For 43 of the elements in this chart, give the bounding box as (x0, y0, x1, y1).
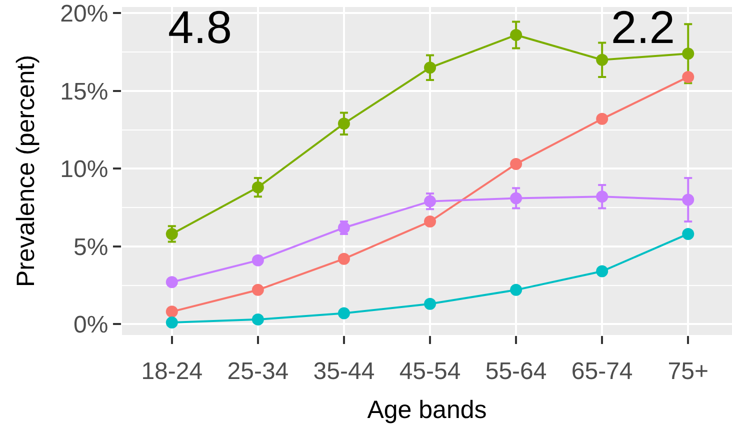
x-tick-label: 35-44 (313, 358, 375, 385)
y-tick-label: 5% (74, 234, 108, 261)
point (166, 276, 178, 288)
annotation: 4.8 (168, 1, 232, 53)
point (510, 284, 522, 296)
x-tick-label: 75+ (668, 358, 708, 385)
point (510, 158, 522, 170)
point (424, 195, 436, 208)
point (682, 194, 694, 206)
point (424, 298, 436, 310)
point (338, 307, 350, 320)
point (510, 28, 522, 41)
point (252, 254, 264, 266)
point (596, 265, 608, 278)
point (596, 112, 608, 125)
x-tick-label: 25-34 (227, 358, 289, 385)
point (682, 228, 694, 240)
point (252, 313, 264, 326)
point (424, 62, 436, 74)
y-axis-title: Prevalence (percent) (12, 54, 40, 288)
y-tick-label: 15% (60, 78, 108, 106)
x-tick-label: 65-74 (571, 358, 633, 385)
x-tick-label: 45-54 (399, 358, 461, 385)
y-tick-label: 10% (60, 156, 108, 184)
point (510, 192, 522, 204)
point (682, 70, 694, 83)
y-tick-label: 20% (60, 0, 108, 28)
point (424, 216, 436, 228)
point (338, 118, 350, 130)
point (682, 48, 694, 60)
point (596, 54, 608, 66)
point (252, 284, 264, 296)
y-tick-label: 0% (74, 312, 108, 339)
point (596, 190, 608, 203)
point (166, 306, 178, 318)
point (338, 252, 350, 265)
point (166, 316, 178, 329)
x-tick-label: 18-24 (141, 358, 203, 385)
annotation: 2.2 (611, 1, 675, 53)
x-axis-title: Age bands (367, 396, 487, 424)
point (252, 181, 264, 194)
x-tick-label: 55-64 (485, 358, 547, 385)
point (166, 228, 178, 240)
